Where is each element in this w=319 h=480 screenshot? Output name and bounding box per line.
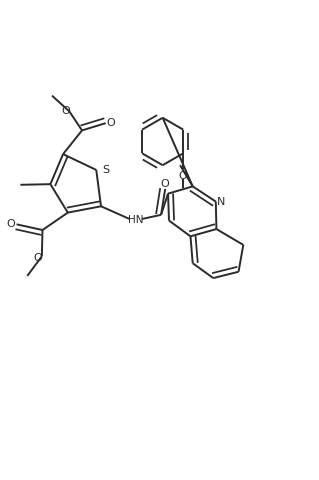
Text: O: O	[179, 170, 188, 180]
Text: N: N	[217, 196, 226, 206]
Text: S: S	[102, 165, 109, 175]
Text: O: O	[33, 252, 42, 262]
Text: O: O	[61, 105, 70, 115]
Text: HN: HN	[128, 215, 144, 225]
Text: O: O	[161, 178, 170, 188]
Text: O: O	[7, 219, 16, 229]
Text: O: O	[107, 118, 115, 128]
